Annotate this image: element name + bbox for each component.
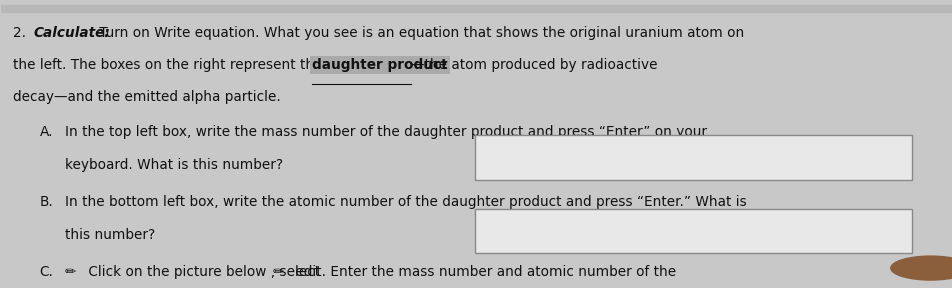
Text: ✏: ✏	[65, 265, 76, 279]
Text: keyboard. What is this number?: keyboard. What is this number?	[65, 158, 283, 172]
Text: edit. Enter the mass number and atomic number of the: edit. Enter the mass number and atomic n…	[291, 265, 676, 279]
Text: C.: C.	[39, 265, 53, 279]
FancyBboxPatch shape	[474, 135, 911, 180]
Text: B.: B.	[39, 195, 53, 209]
Text: In the bottom left box, write the atomic number of the daughter product and pres: In the bottom left box, write the atomic…	[65, 195, 746, 209]
Text: this number?: this number?	[65, 228, 155, 242]
Text: In the top left box, write the mass number of the daughter product and press “En: In the top left box, write the mass numb…	[65, 126, 706, 139]
Text: ✏: ✏	[272, 265, 284, 279]
Text: Calculate:: Calculate:	[33, 26, 110, 40]
FancyBboxPatch shape	[474, 209, 911, 253]
Circle shape	[890, 256, 952, 280]
Text: Turn on Write equation. What you see is an equation that shows the original uran: Turn on Write equation. What you see is …	[94, 26, 743, 40]
Text: the left. The boxes on the right represent the: the left. The boxes on the right represe…	[12, 58, 327, 73]
Text: —the atom produced by radioactive: —the atom produced by radioactive	[410, 58, 657, 73]
Text: Click on the picture below , select: Click on the picture below , select	[84, 265, 325, 279]
Text: 2.: 2.	[12, 26, 26, 40]
Text: daughter product: daughter product	[312, 58, 447, 73]
Text: decay—and the emitted alpha particle.: decay—and the emitted alpha particle.	[12, 90, 280, 104]
Text: A.: A.	[39, 126, 53, 139]
